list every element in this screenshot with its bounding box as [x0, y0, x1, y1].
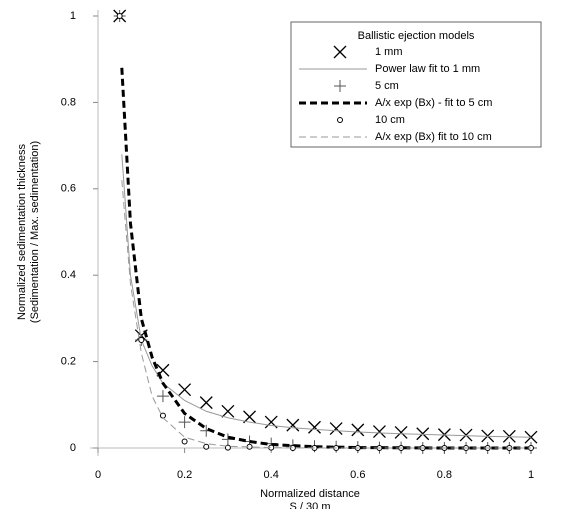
marker-x [178, 383, 192, 397]
marker-x [308, 420, 321, 434]
fit-line [120, 67, 531, 450]
fit-line [121, 180, 531, 449]
x-tick-label: 0.8 [437, 469, 452, 481]
y-tick-label: 0.8 [61, 96, 76, 108]
x-tick-label: 0.2 [177, 469, 192, 481]
legend-marker [334, 80, 346, 92]
legend-label: A/x exp (Bx) fit to 10 cm [375, 131, 492, 143]
marker-x [329, 422, 343, 436]
x-axis-title: Normalized distance [260, 488, 360, 500]
marker-x [286, 418, 300, 432]
legend-label: A/x exp (Bx) - fit to 5 cm [375, 97, 492, 109]
legend-label: 10 cm [375, 114, 405, 126]
legend-marker [333, 45, 347, 59]
legend-label: 5 cm [375, 80, 399, 92]
x-tick-label: 0 [95, 469, 101, 481]
x-tick-label: 0.6 [350, 469, 365, 481]
y-axis-title: Normalized sedimentation thickness [16, 143, 28, 320]
marker-x [394, 425, 408, 439]
marker-x [199, 396, 213, 410]
marker-x [372, 425, 386, 439]
marker-plus [156, 390, 169, 403]
x-tick-label: 0.4 [264, 469, 279, 481]
marker-plus [178, 416, 191, 429]
y-tick-label: 0.2 [61, 356, 76, 368]
marker-x [221, 404, 235, 418]
legend-marker [337, 117, 343, 123]
x-axis-title: S / 30 m [290, 501, 331, 509]
y-axis-title: (Sedimentation / Max. sedimentation) [29, 141, 41, 323]
legend-label: Power law fit to 1 mm [375, 63, 480, 75]
legend-box [290, 21, 542, 148]
legend-title: Ballistic ejection models [358, 30, 475, 42]
marker-circle [181, 438, 188, 445]
marker-circle [116, 13, 123, 19]
marker-x [416, 427, 430, 441]
legend-label: 1 mm [375, 46, 403, 58]
fit-line [121, 154, 532, 438]
y-tick-label: 0 [70, 442, 76, 454]
y-tick-label: 0.6 [61, 183, 76, 195]
x-tick-label: 1 [528, 469, 534, 481]
y-tick-label: 1 [70, 10, 76, 22]
marker-x [459, 428, 473, 442]
marker-circle [203, 443, 210, 450]
marker-x [351, 423, 365, 437]
y-tick-label: 0.4 [61, 269, 76, 281]
